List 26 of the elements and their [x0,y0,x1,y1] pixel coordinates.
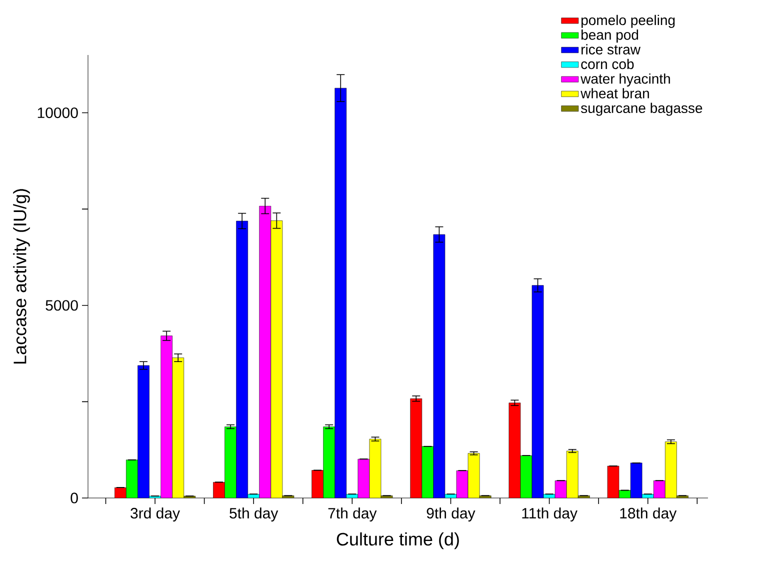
legend-label: water hyacinth [580,73,670,87]
y-tick-label: 10000 [38,107,78,118]
bar [312,470,324,498]
x-tick-label: 3rd day [130,508,180,522]
x-tick-label: 11th day [522,508,578,522]
legend-label: bean pod [582,30,638,43]
bar [224,426,236,498]
legend-label: pomelo peeling [582,14,675,28]
bar [213,482,225,498]
legend-label: corn cob [581,58,634,70]
y-tick-label: 5000 [46,300,78,311]
y-tick-label: 0 [70,492,78,504]
x-axis-title: Culture time (d) [336,532,459,550]
x-tick-label: 5th day [230,508,278,522]
bar [323,426,336,498]
bar [422,446,434,498]
bar [410,398,422,498]
bar [508,402,521,498]
legend-label: wheat bran [580,88,649,98]
x-tick-label: 7th day [328,508,377,522]
x-tick-label: 18th day [620,508,677,522]
bar [126,460,138,498]
legend-label: rice straw [582,44,641,54]
legend-label: sugarcane bagasse [580,102,702,116]
x-tick-label: 9th day [426,508,476,522]
y-axis-title: Laccase activity (IU/g) [13,189,30,364]
